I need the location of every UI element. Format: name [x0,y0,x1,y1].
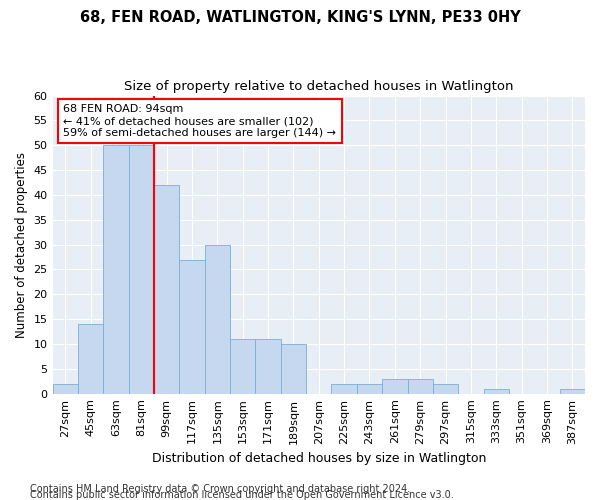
Text: 68, FEN ROAD, WATLINGTON, KING'S LYNN, PE33 0HY: 68, FEN ROAD, WATLINGTON, KING'S LYNN, P… [80,10,520,25]
Bar [128,145,154,394]
Bar [357,384,382,394]
Bar [256,339,281,394]
Bar [484,388,509,394]
Y-axis label: Number of detached properties: Number of detached properties [15,152,28,338]
Title: Size of property relative to detached houses in Watlington: Size of property relative to detached ho… [124,80,514,93]
Bar [53,384,78,394]
Text: Contains public sector information licensed under the Open Government Licence v3: Contains public sector information licen… [30,490,454,500]
Bar [154,185,179,394]
Bar [281,344,306,394]
Bar [382,379,407,394]
Bar [433,384,458,394]
Bar [179,260,205,394]
Bar [103,145,128,394]
Bar [230,339,256,394]
X-axis label: Distribution of detached houses by size in Watlington: Distribution of detached houses by size … [152,452,486,465]
Bar [560,388,585,394]
Text: 68 FEN ROAD: 94sqm
← 41% of detached houses are smaller (102)
59% of semi-detach: 68 FEN ROAD: 94sqm ← 41% of detached hou… [63,104,336,138]
Bar [78,324,103,394]
Bar [205,244,230,394]
Bar [407,379,433,394]
Bar [331,384,357,394]
Text: Contains HM Land Registry data © Crown copyright and database right 2024.: Contains HM Land Registry data © Crown c… [30,484,410,494]
